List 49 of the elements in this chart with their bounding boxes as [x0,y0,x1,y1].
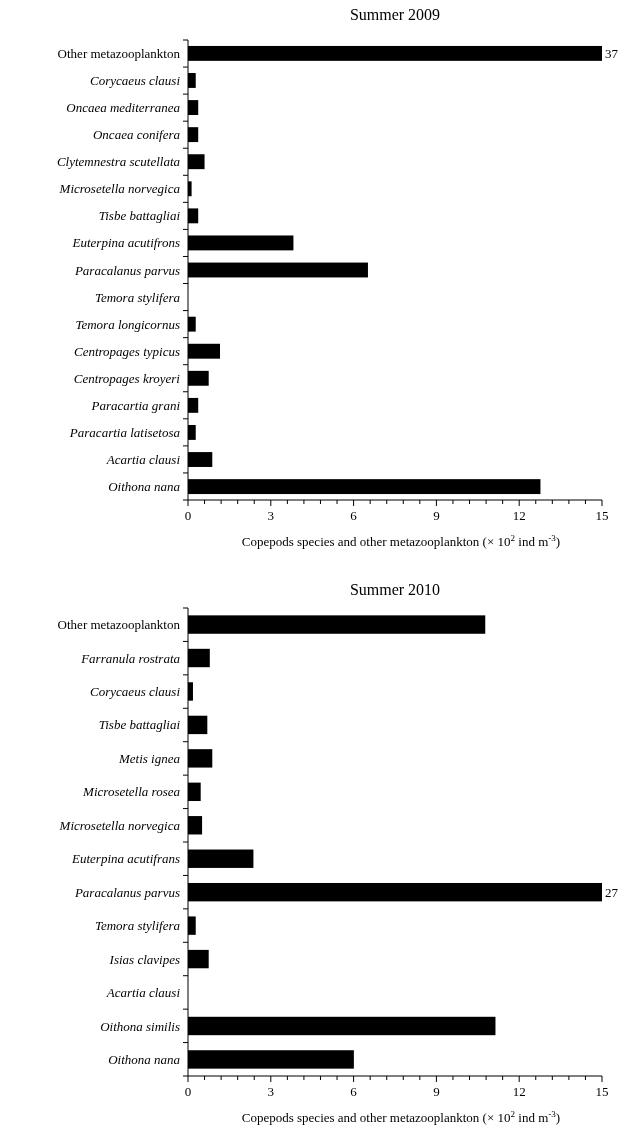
x-tick-label: 12 [512,508,526,523]
y-tick-label: Other metazooplankton [57,45,181,61]
y-tick-label: Farranula rostrata [80,650,181,666]
y-tick-label: Centropages kroyeri [73,370,181,386]
x-tick-label: 15 [595,1084,609,1099]
y-tick-label: Corycaeus clausi [90,684,181,700]
x-tick-label: 9 [433,1084,440,1099]
y-tick-label: Microsetella rosea [82,784,181,800]
y-tick-label: Paracalanus parvus [73,262,180,278]
x-tick-label: 9 [433,508,440,523]
y-tick-label: Temora stylifera [94,918,181,934]
chart-title: Summer 2009 [349,6,441,23]
y-tick-label: Oithona nana [108,479,181,495]
y-tick-label: Paracartia latisetosa [68,425,181,440]
y-tick-label: Centropages typicus [73,343,180,359]
annotation: 37 [605,45,619,61]
y-tick-label: Paracartia grani [90,397,181,413]
y-tick-label: Temora stylifera [94,289,181,305]
y-tick-label: Temora longicornus [75,316,180,332]
y-tick-label: Tisbe battagliai [98,717,181,733]
y-tick-label: Isias clavipes [108,951,180,967]
y-tick-label: Acartia clausi [105,985,181,1001]
x-tick-label: 3 [267,508,275,523]
x-tick-label: 3 [267,1084,275,1099]
x-tick-label: 6 [350,1084,358,1099]
y-tick-label: Corycaeus clausi [90,73,181,89]
annotation: 27 [605,884,619,900]
x-tick-label: 0 [184,1084,192,1099]
y-tick-label: Oncaea conifera [92,127,181,143]
x-axis-title: Copepods species and other metazooplankton (× 10$^{2}$ ind m$^{-3}$) [241,533,561,549]
y-tick-label: Microsetella norvegica [58,817,181,833]
x-tick-label: 6 [350,508,358,523]
x-tick-label: 0 [184,508,192,523]
y-tick-label: Oithona similis [100,1018,180,1034]
y-tick-label: Paracalanus parvus [73,884,180,900]
y-tick-label: Euterpina acutifrons [71,235,180,251]
y-tick-label: Oithona nana [108,1051,181,1067]
y-tick-label: Euterpina acutifrans [71,851,180,867]
y-tick-label: Other metazooplankton [57,617,181,633]
y-tick-label: Acartia clausi [105,452,181,468]
x-axis-title: Copepods species and other metazooplankton (× 10$^{2}$ ind m$^{-3}$) [241,1109,561,1125]
chart-title: Summer 2010 [349,581,441,598]
y-tick-label: Tisbe battagliai [98,208,181,224]
y-tick-label: Microsetella norvegica [58,181,181,197]
y-tick-label: Oncaea mediterranea [66,100,181,116]
y-tick-label: Clytemnestra scutellata [56,154,181,170]
x-tick-label: 15 [595,508,609,523]
x-tick-label: 12 [512,1084,526,1099]
y-tick-label: Metis ignea [117,750,181,766]
